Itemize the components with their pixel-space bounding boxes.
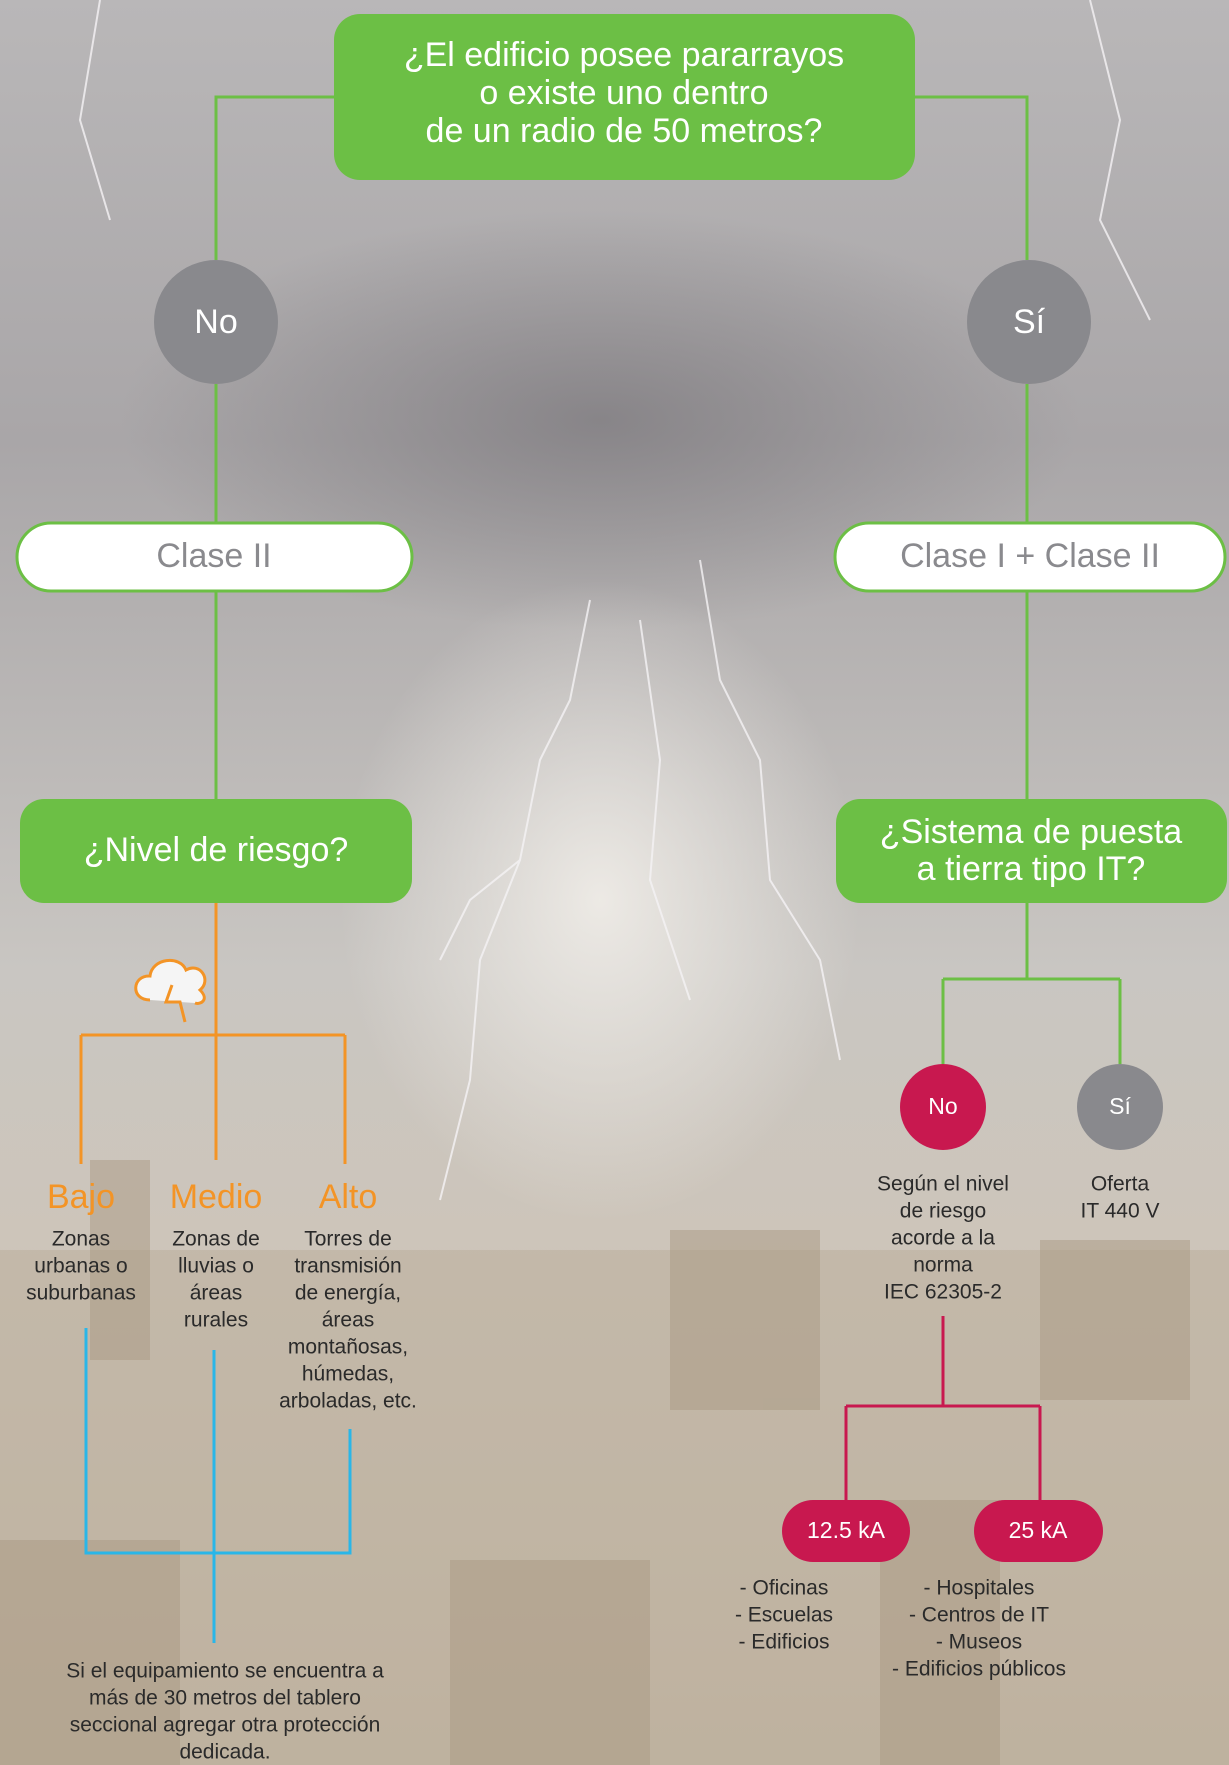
level-description: áreas (322, 1309, 375, 1332)
option-item: - Edificios (738, 1631, 829, 1654)
answer-description: IEC 62305-2 (884, 1281, 1002, 1304)
level-description: urbanas o (34, 1255, 127, 1278)
main-question: ¿El edificio posee pararrayos (404, 36, 844, 74)
level-description: suburbanas (26, 1282, 136, 1305)
answer-description: IT 440 V (1081, 1200, 1160, 1223)
answer-description: de riesgo (900, 1200, 986, 1223)
answer-description: Según el nivel (877, 1173, 1009, 1196)
option-item: - Oficinas (740, 1577, 829, 1600)
level-description: montañosas, (288, 1336, 408, 1359)
level-description: Torres de (304, 1228, 392, 1251)
option-label: 25 kA (1009, 1517, 1068, 1543)
option-item: - Hospitales (924, 1577, 1035, 1600)
note: dedicada. (179, 1741, 270, 1764)
level-description: rurales (184, 1309, 248, 1332)
answer-label: Sí (1013, 303, 1046, 341)
level-description: transmisión (294, 1255, 401, 1278)
main-question: o existe uno dentro (479, 74, 768, 112)
level-name: Medio (170, 1178, 263, 1216)
level-name: Alto (319, 1178, 378, 1216)
class-label: Clase I + Clase II (900, 537, 1160, 575)
level-name: Bajo (47, 1178, 115, 1216)
option-item: - Edificios públicos (892, 1658, 1066, 1681)
diagram: ¿El edificio posee pararrayoso existe un… (0, 0, 1229, 1765)
level-description: Zonas (52, 1228, 110, 1251)
option-item: - Museos (936, 1631, 1022, 1654)
level-description: de energía, (295, 1282, 401, 1305)
level-description: arboladas, etc. (279, 1390, 417, 1413)
note: seccional agregar otra protección (70, 1714, 381, 1737)
answer-label: Sí (1109, 1093, 1131, 1119)
level-description: lluvias o (178, 1255, 254, 1278)
note: más de 30 metros del tablero (89, 1687, 361, 1710)
answer-description: Oferta (1091, 1173, 1150, 1196)
answer-description: norma (913, 1254, 973, 1277)
answer-label: No (928, 1093, 957, 1119)
level-description: áreas (190, 1282, 243, 1305)
answer-description: acorde a la (891, 1227, 995, 1250)
question-label: ¿Nivel de riesgo? (84, 831, 349, 869)
level-description: húmedas, (302, 1363, 394, 1386)
option-item: - Escuelas (735, 1604, 833, 1627)
option-label: 12.5 kA (807, 1517, 886, 1543)
level-description: Zonas de (172, 1228, 260, 1251)
question-label: ¿Sistema de puesta (880, 813, 1182, 851)
option-item: - Centros de IT (909, 1604, 1049, 1627)
question-label: a tierra tipo IT? (917, 850, 1146, 888)
main-question: de un radio de 50 metros? (426, 112, 823, 150)
answer-label: No (194, 303, 237, 341)
class-label: Clase II (156, 537, 271, 575)
note: Si el equipamiento se encuentra a (66, 1660, 384, 1683)
